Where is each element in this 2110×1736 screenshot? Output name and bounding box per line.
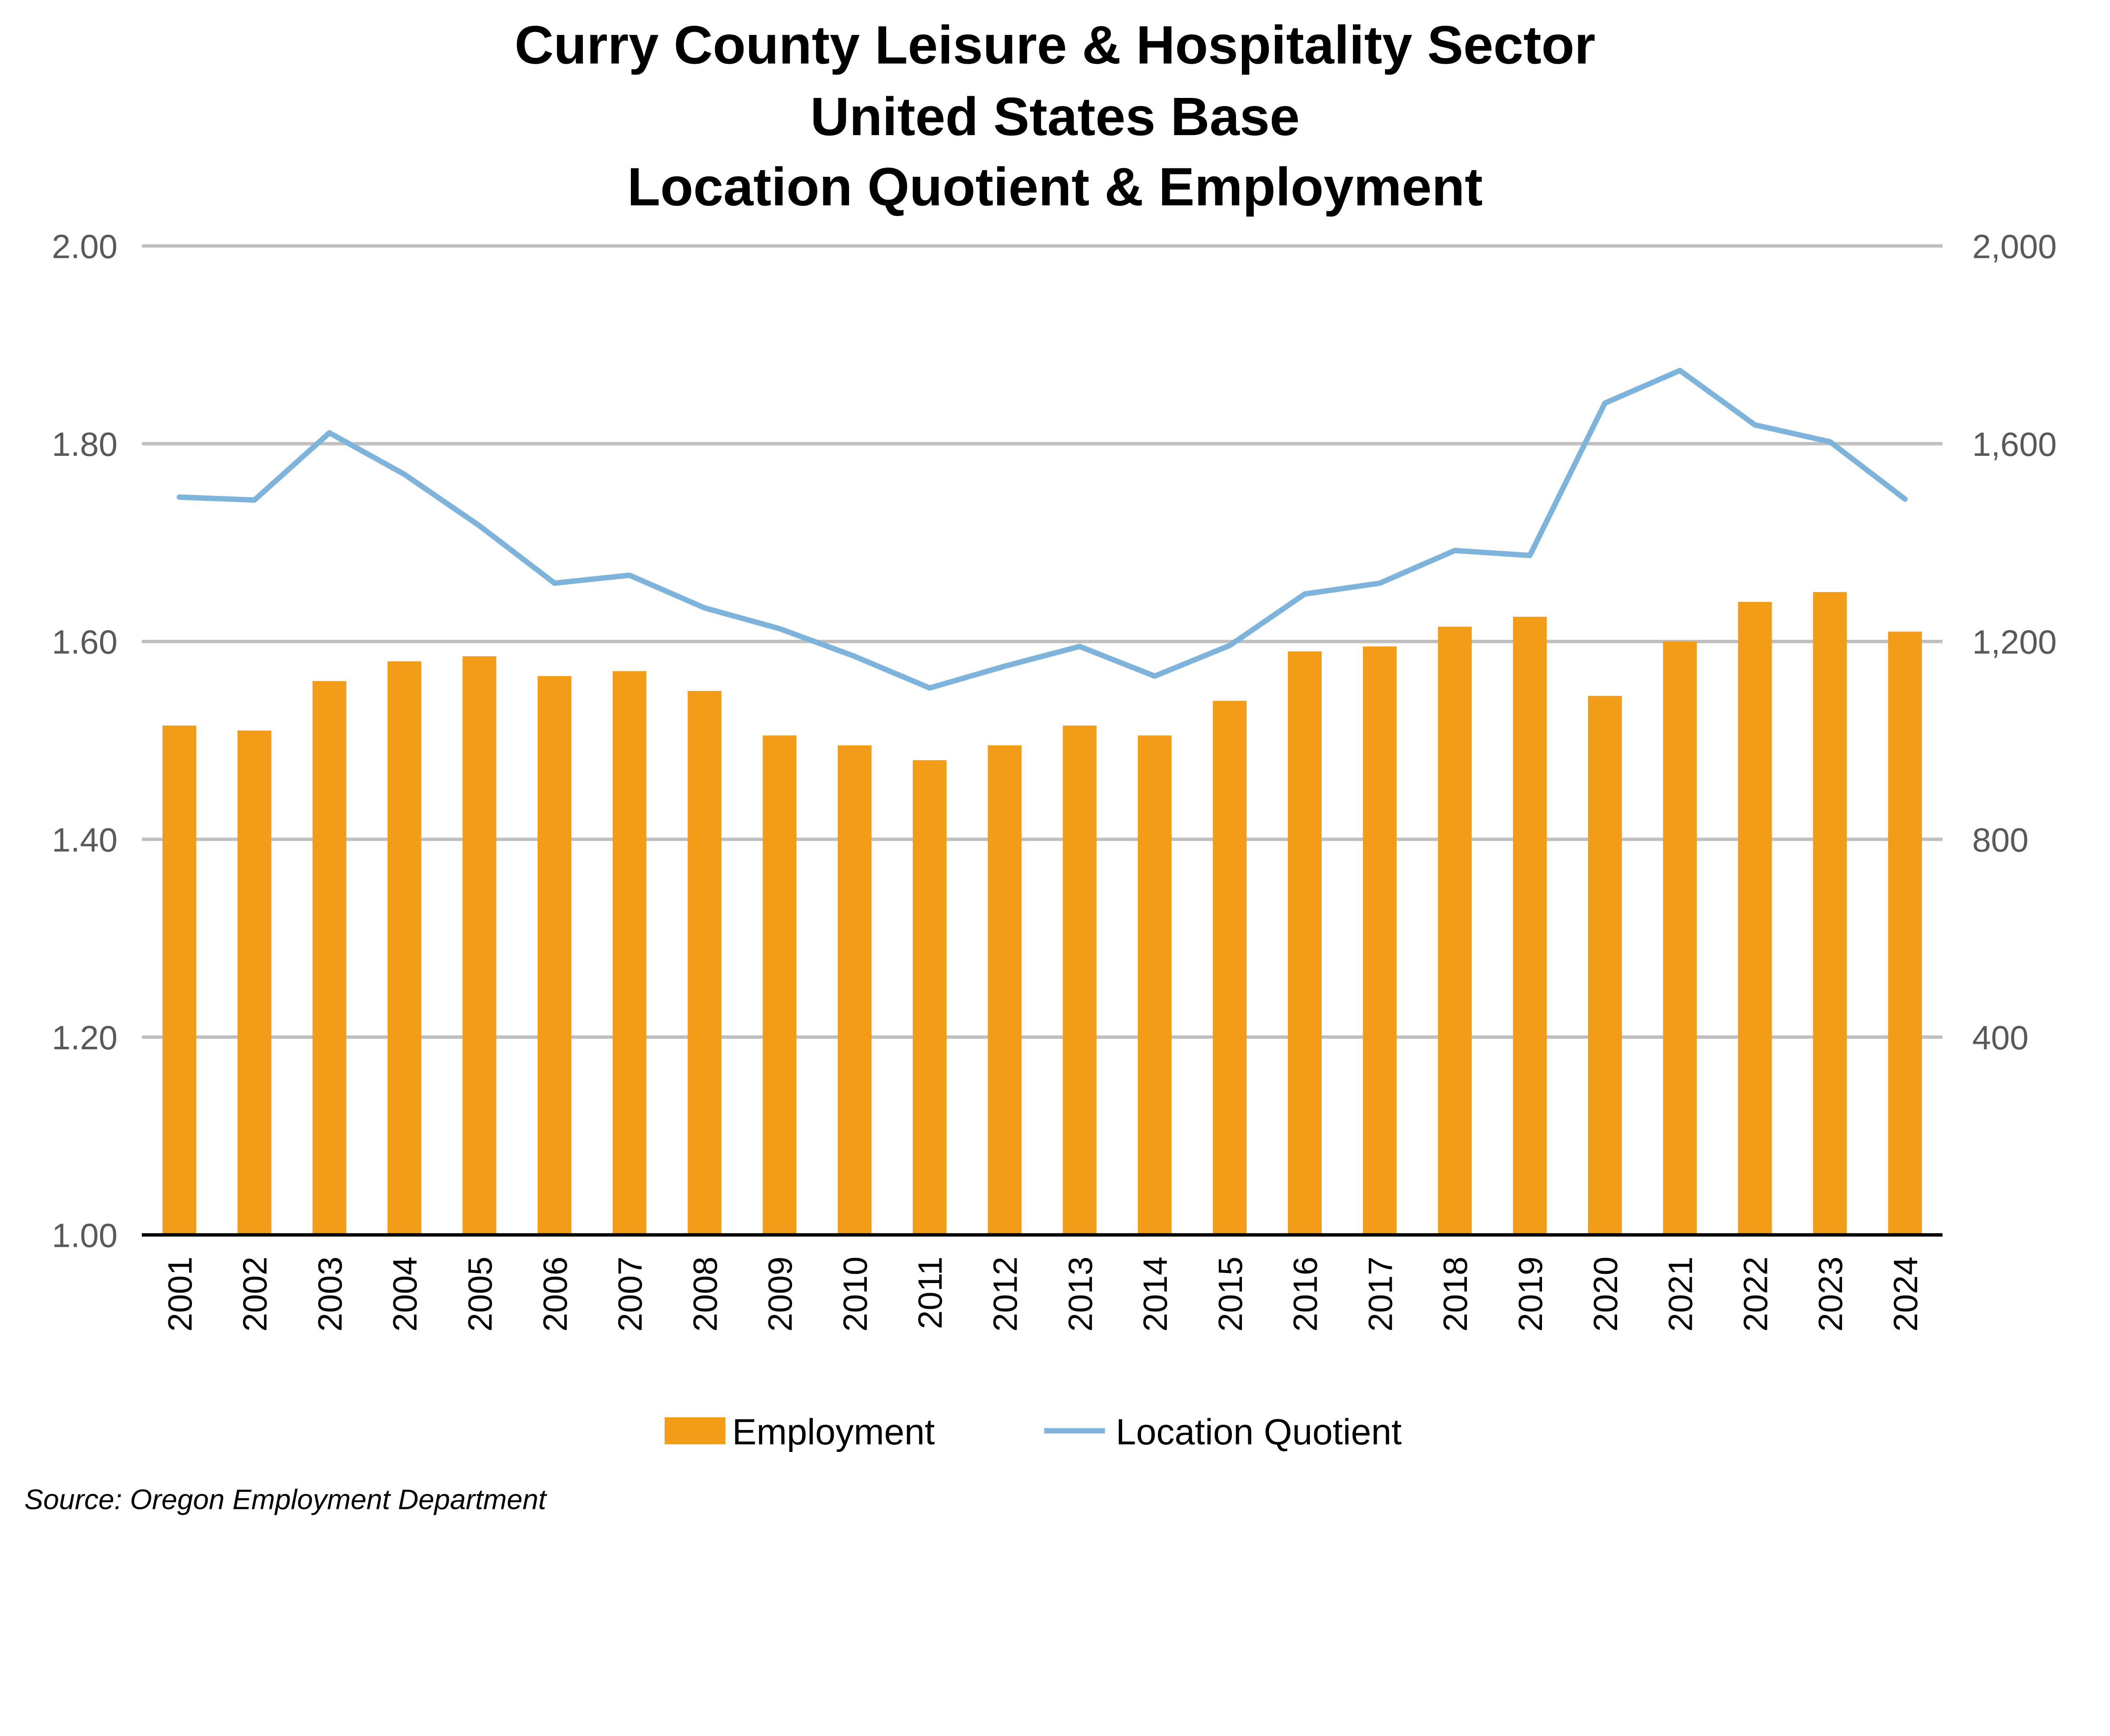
employment-bar (312, 681, 346, 1235)
employment-bar (1588, 696, 1622, 1235)
left-axis-ticks: 1.00 1.20 1.40 1.60 1.80 2.00 (52, 227, 118, 1254)
right-tick-label: 1,600 (1972, 425, 2056, 463)
employment-bar (687, 691, 722, 1235)
source-note: Source: Oregon Employment Department (24, 1484, 547, 1516)
x-tick-label: 2016 (1287, 1257, 1324, 1332)
employment-bar (612, 671, 647, 1235)
x-tick-label: 2011 (912, 1257, 949, 1329)
legend-employment-label: Employment (732, 1412, 935, 1452)
x-tick-label: 2001 (161, 1257, 199, 1332)
x-tick-label: 2013 (1061, 1257, 1099, 1332)
left-tick-label: 1.60 (52, 623, 118, 661)
employment-bar (237, 730, 271, 1235)
legend-employment-swatch (664, 1417, 725, 1444)
gridlines (142, 244, 1943, 1039)
employment-bar (1438, 626, 1472, 1235)
x-tick-label: 2005 (461, 1257, 499, 1332)
employment-bar (1138, 735, 1172, 1235)
employment-bar (1063, 726, 1097, 1235)
x-tick-label: 2002 (236, 1257, 274, 1332)
employment-bar (1813, 592, 1847, 1235)
x-tick-label: 2010 (836, 1257, 874, 1332)
right-tick-label: 2,000 (1972, 227, 2056, 265)
x-tick-label: 2009 (761, 1257, 799, 1332)
x-tick-label: 2020 (1587, 1257, 1624, 1332)
x-tick-label: 2003 (311, 1257, 349, 1332)
left-tick-label: 1.00 (52, 1217, 118, 1254)
employment-bar (1738, 602, 1772, 1235)
chart-title: Curry County Leisure & Hospitality Secto… (514, 15, 1595, 217)
employment-bar (162, 726, 197, 1235)
left-tick-label: 2.00 (52, 227, 118, 265)
employment-bars (162, 592, 1922, 1235)
x-tick-label: 2008 (686, 1257, 724, 1332)
left-tick-label: 1.80 (52, 425, 118, 463)
employment-bar (1663, 641, 1697, 1235)
x-tick-label: 2022 (1737, 1257, 1774, 1332)
employment-bar (537, 676, 571, 1235)
employment-bar (387, 661, 422, 1235)
right-tick-label: 1,200 (1972, 623, 2056, 661)
employment-bar (838, 745, 872, 1235)
x-tick-label: 2004 (386, 1257, 424, 1332)
chart: Curry County Leisure & Hospitality Secto… (24, 15, 2057, 1516)
x-tick-label: 2024 (1887, 1257, 1924, 1332)
title-line-3: Location Quotient & Employment (627, 157, 1482, 217)
x-tick-label: 2007 (611, 1257, 649, 1332)
employment-bar (1288, 651, 1322, 1235)
x-tick-label: 2014 (1136, 1257, 1174, 1332)
employment-bar (763, 735, 797, 1235)
x-tick-label: 2015 (1212, 1257, 1249, 1332)
right-axis-ticks: 400 800 1,200 1,600 2,000 (1972, 227, 2056, 1056)
title-line-2: United States Base (810, 87, 1300, 147)
employment-bar (912, 760, 947, 1235)
title-line-1: Curry County Leisure & Hospitality Secto… (514, 15, 1595, 75)
x-tick-label: 2021 (1662, 1257, 1699, 1332)
right-tick-label: 800 (1972, 821, 2029, 859)
x-tick-label: 2023 (1812, 1257, 1849, 1332)
location-quotient-line (176, 368, 1908, 691)
x-tick-label: 2006 (536, 1257, 574, 1332)
x-tick-label: 2012 (987, 1257, 1024, 1332)
employment-bar (1363, 646, 1397, 1235)
left-tick-label: 1.20 (52, 1019, 118, 1056)
x-tick-label: 2018 (1436, 1257, 1474, 1332)
employment-bar (987, 745, 1022, 1235)
right-tick-label: 400 (1972, 1019, 2029, 1056)
employment-bar (463, 656, 497, 1235)
legend-lq-label: Location Quotient (1116, 1412, 1401, 1452)
x-axis-ticks: 2001 2002 2003 2004 2005 2006 2007 2008 2009 2010… (161, 1257, 1924, 1332)
left-tick-label: 1.40 (52, 821, 118, 859)
x-tick-label: 2019 (1512, 1257, 1549, 1332)
employment-bar (1513, 617, 1547, 1235)
x-tick-label: 2017 (1361, 1257, 1399, 1332)
legend: Employment Location Quotient (664, 1412, 1401, 1452)
employment-bar (1213, 701, 1247, 1235)
employment-bar (1888, 631, 1922, 1235)
